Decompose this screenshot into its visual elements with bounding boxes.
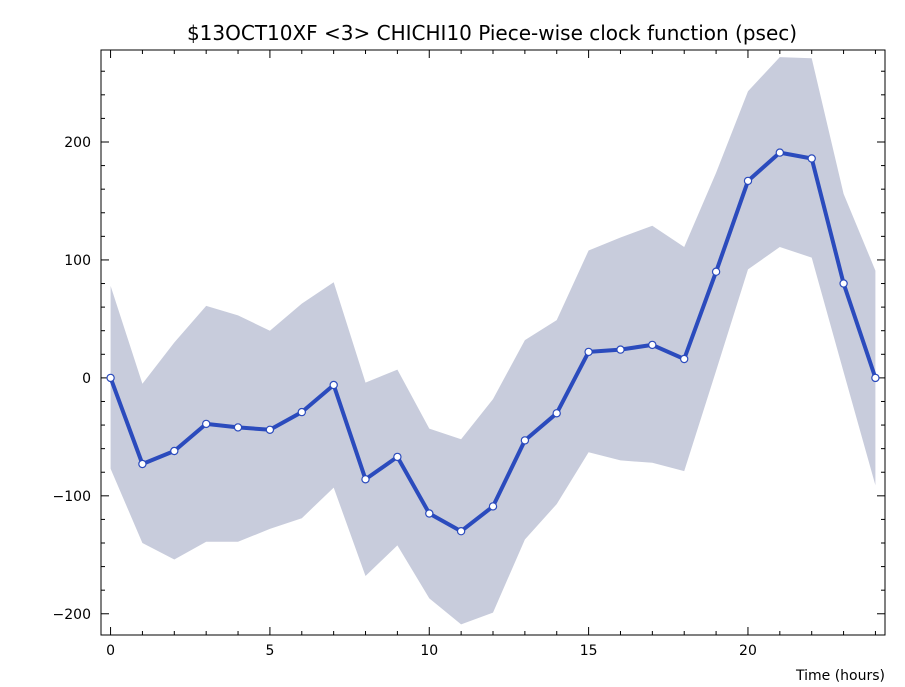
data-point xyxy=(138,459,147,469)
plot-frame xyxy=(100,49,886,636)
data-point xyxy=(233,423,243,432)
data-point xyxy=(871,373,880,383)
data-point xyxy=(839,279,848,288)
y-tick-label: −200 xyxy=(53,607,91,623)
clock-series-points xyxy=(106,148,880,536)
data-point xyxy=(170,446,179,456)
y-tick-label: 0 xyxy=(82,371,91,387)
data-point xyxy=(584,347,593,357)
data-point xyxy=(393,452,402,462)
x-axis-label: Time (hours) xyxy=(795,668,885,684)
data-point xyxy=(552,409,561,418)
data-point xyxy=(775,148,785,157)
y-tick-label: −100 xyxy=(53,489,91,505)
data-point xyxy=(329,380,338,390)
data-point xyxy=(425,509,434,518)
data-point xyxy=(488,502,498,511)
data-point xyxy=(106,373,115,383)
x-tick-label: 20 xyxy=(739,643,757,659)
data-point xyxy=(648,340,657,350)
x-tick-label: 0 xyxy=(106,643,115,659)
x-tick-label: 5 xyxy=(265,643,274,659)
data-point xyxy=(520,436,530,445)
x-axis-tick-labels: 0 5 10 15 20 xyxy=(106,643,757,659)
data-point xyxy=(297,407,306,417)
data-point xyxy=(711,267,721,276)
data-point xyxy=(616,345,625,354)
data-point xyxy=(201,419,211,429)
x-tick-label: 10 xyxy=(420,643,438,659)
data-point xyxy=(456,527,466,536)
y-tick-label: 100 xyxy=(64,253,91,269)
data-point xyxy=(807,154,816,163)
y-axis-tick-labels: −200 −100 0 100 200 xyxy=(53,135,91,623)
y-axis-ticks xyxy=(101,70,885,615)
data-point xyxy=(265,425,275,434)
data-point xyxy=(743,176,753,186)
data-point xyxy=(680,354,689,364)
uncertainty-band xyxy=(110,57,876,625)
chart-title: $13OCT10XF <3> CHICHI10 Piece-wise clock… xyxy=(187,21,797,45)
y-tick-label: 200 xyxy=(64,135,91,151)
data-point xyxy=(361,475,370,484)
x-axis-ticks xyxy=(110,50,876,635)
x-tick-label: 15 xyxy=(580,643,598,659)
